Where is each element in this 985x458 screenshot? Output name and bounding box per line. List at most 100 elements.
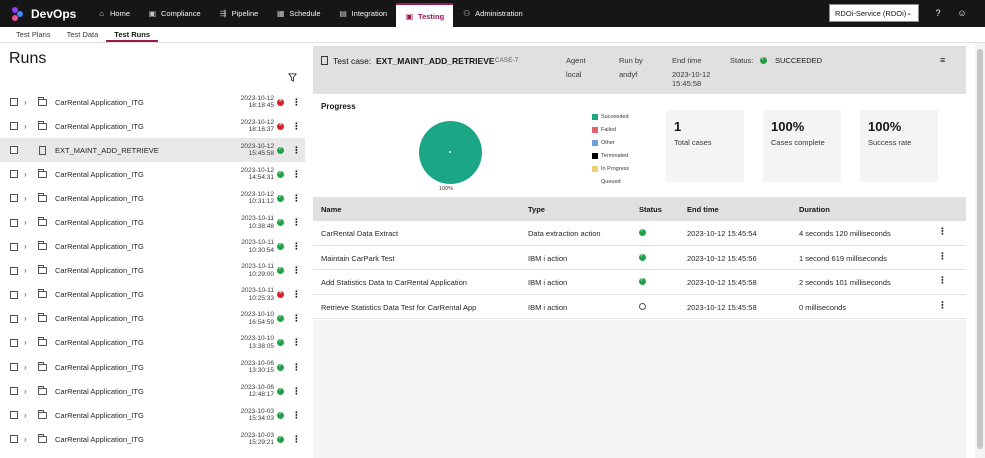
- chevron-right-icon[interactable]: ›: [24, 193, 27, 203]
- chevron-right-icon[interactable]: ›: [24, 386, 27, 396]
- chevron-right-icon[interactable]: ›: [24, 362, 27, 372]
- run-row[interactable]: › CarRental Application_ITG 2023-10-03 1…: [0, 403, 305, 427]
- failed-icon: [277, 122, 284, 130]
- chevron-right-icon[interactable]: ›: [24, 338, 27, 348]
- overflow-menu-icon[interactable]: ⋮: [292, 337, 301, 348]
- table-row[interactable]: Add Statistics Data to CarRental Applica…: [313, 270, 966, 295]
- run-checkbox[interactable]: [10, 122, 18, 131]
- run-timestamp: 2023-10-03 15:29:21: [228, 432, 274, 447]
- overflow-menu-icon[interactable]: ⋮: [292, 385, 301, 396]
- chevron-right-icon[interactable]: ›: [24, 290, 27, 300]
- action-end-time: 2023-10-12 15:45:58: [687, 302, 757, 312]
- run-row[interactable]: › CarRental Application_ITG 2023-10-03 1…: [0, 427, 305, 451]
- tab-test-data[interactable]: Test Data: [66, 30, 99, 39]
- run-date: 2023-10-12: [240, 118, 274, 126]
- run-checkbox[interactable]: [10, 218, 18, 227]
- run-checkbox[interactable]: [10, 411, 18, 420]
- run-checkbox[interactable]: [10, 387, 18, 396]
- overflow-menu-icon[interactable]: ⋮: [938, 226, 947, 236]
- run-row[interactable]: › CarRental Application_ITG 2023-10-10 1…: [0, 331, 305, 355]
- run-row[interactable]: › CarRental Application_ITG 2023-10-06 1…: [0, 355, 305, 379]
- status-label: Status:: [730, 56, 754, 65]
- overflow-menu-icon[interactable]: ⋮: [938, 299, 947, 310]
- overflow-menu-icon[interactable]: ⋮: [292, 217, 301, 228]
- overflow-menu-icon[interactable]: ⋮: [292, 361, 301, 372]
- run-row[interactable]: › CarRental Application_ITG 2023-10-11 1…: [0, 283, 305, 307]
- scrollbar-thumb[interactable]: [977, 49, 983, 449]
- run-checkbox[interactable]: [10, 98, 18, 107]
- run-row[interactable]: › CarRental Application_ITG 2023-10-12 1…: [0, 114, 305, 138]
- overflow-menu-icon[interactable]: ⋮: [938, 250, 947, 261]
- overflow-menu-icon[interactable]: ⋮: [292, 241, 301, 252]
- overflow-menu-icon[interactable]: ⋮: [292, 433, 301, 444]
- table-row[interactable]: Maintain CarPark Test IBM i action 2023-…: [313, 246, 966, 271]
- run-checkbox[interactable]: [10, 170, 18, 179]
- overflow-menu-icon[interactable]: ⋮: [938, 275, 947, 286]
- run-checkbox[interactable]: [10, 435, 18, 444]
- col-type[interactable]: Type: [528, 205, 545, 214]
- nav-integration[interactable]: ▤ Integration: [330, 0, 396, 27]
- run-checkbox[interactable]: [10, 194, 18, 203]
- nav-pipeline[interactable]: ⇶ Pipeline: [210, 0, 268, 27]
- page-scrollbar[interactable]: [975, 43, 985, 458]
- run-row[interactable]: › CarRental Application_ITG 2023-10-12 1…: [0, 162, 305, 186]
- service-selector[interactable]: RDOi-Service (RDOi) ⌄: [829, 4, 919, 22]
- run-checkbox[interactable]: [10, 314, 18, 323]
- nav-administration[interactable]: ⚇ Administration: [453, 0, 532, 27]
- overflow-menu-icon[interactable]: ⋮: [292, 96, 301, 107]
- run-timestamp: 2023-10-11 10:30:54: [228, 239, 274, 254]
- chevron-right-icon[interactable]: ›: [24, 314, 27, 324]
- run-checkbox[interactable]: [10, 242, 18, 251]
- user-avatar-icon[interactable]: ☺: [957, 8, 967, 18]
- nav-testing[interactable]: ▣ Testing: [396, 3, 454, 27]
- calendar-icon: ▦: [277, 9, 285, 18]
- col-duration[interactable]: Duration: [799, 205, 830, 214]
- failed-icon: [277, 290, 284, 299]
- col-name[interactable]: Name: [321, 205, 342, 214]
- run-name: CarRental Application_ITG: [55, 242, 144, 252]
- run-row[interactable]: › CarRental Application_ITG 2023-10-11 1…: [0, 235, 305, 259]
- chevron-right-icon[interactable]: ›: [24, 242, 27, 252]
- chevron-right-icon[interactable]: ›: [24, 434, 27, 444]
- chevron-right-icon[interactable]: ›: [24, 266, 27, 276]
- chevron-right-icon[interactable]: ›: [24, 410, 27, 420]
- nav-schedule[interactable]: ▦ Schedule: [267, 0, 329, 27]
- run-row[interactable]: › CarRental Application_ITG 2023-10-12 1…: [0, 90, 305, 114]
- tab-test-runs[interactable]: Test Runs: [106, 27, 158, 42]
- filter-icon[interactable]: [288, 73, 297, 82]
- run-checkbox[interactable]: [10, 290, 18, 299]
- tab-test-plans[interactable]: Test Plans: [16, 30, 51, 39]
- table-row[interactable]: CarRental Data Extract Data extraction a…: [313, 221, 966, 246]
- sort-icon[interactable]: ≡: [940, 55, 946, 65]
- run-row[interactable]: › CarRental Application_ITG 2023-10-11 1…: [0, 210, 305, 234]
- run-row[interactable]: EXT_MAINT_ADD_RETRIEVE 2023-10-12 15:45:…: [0, 138, 305, 163]
- overflow-menu-icon[interactable]: ⋮: [292, 120, 301, 131]
- run-checkbox[interactable]: [10, 266, 18, 275]
- col-end-time[interactable]: End time: [687, 205, 719, 214]
- nav-compliance[interactable]: ▣ Compliance: [139, 0, 210, 27]
- col-status[interactable]: Status: [639, 205, 662, 214]
- overflow-menu-icon[interactable]: ⋮: [292, 168, 301, 179]
- overflow-menu-icon[interactable]: ⋮: [292, 409, 301, 420]
- run-row[interactable]: › CarRental Application_ITG 2023-10-06 1…: [0, 379, 305, 403]
- run-checkbox[interactable]: [10, 363, 18, 372]
- run-row[interactable]: › CarRental Application_ITG 2023-10-10 1…: [0, 307, 305, 331]
- nav-home[interactable]: ⌂ Home: [88, 0, 139, 27]
- overflow-menu-icon[interactable]: ⋮: [292, 313, 301, 324]
- table-row[interactable]: Retrieve Statistics Data Test for CarRen…: [313, 295, 966, 320]
- help-icon[interactable]: ?: [935, 8, 941, 18]
- chevron-right-icon[interactable]: ›: [24, 97, 27, 107]
- run-checkbox[interactable]: [10, 146, 18, 155]
- run-row[interactable]: › CarRental Application_ITG 2023-10-12 1…: [0, 186, 305, 210]
- run-row[interactable]: › CarRental Application_ITG 2023-10-11 1…: [0, 259, 305, 283]
- overflow-menu-icon[interactable]: ⋮: [292, 144, 301, 155]
- chevron-right-icon[interactable]: ›: [24, 169, 27, 179]
- app-logo[interactable]: DevOps: [0, 0, 88, 27]
- overflow-menu-icon[interactable]: ⋮: [292, 289, 301, 300]
- chevron-right-icon[interactable]: ›: [24, 121, 27, 131]
- run-checkbox[interactable]: [10, 338, 18, 347]
- chevron-right-icon[interactable]: ›: [24, 218, 27, 228]
- overflow-menu-icon[interactable]: ⋮: [292, 192, 301, 203]
- overflow-menu-icon[interactable]: ⋮: [292, 265, 301, 276]
- action-name: Maintain CarPark Test: [321, 253, 395, 263]
